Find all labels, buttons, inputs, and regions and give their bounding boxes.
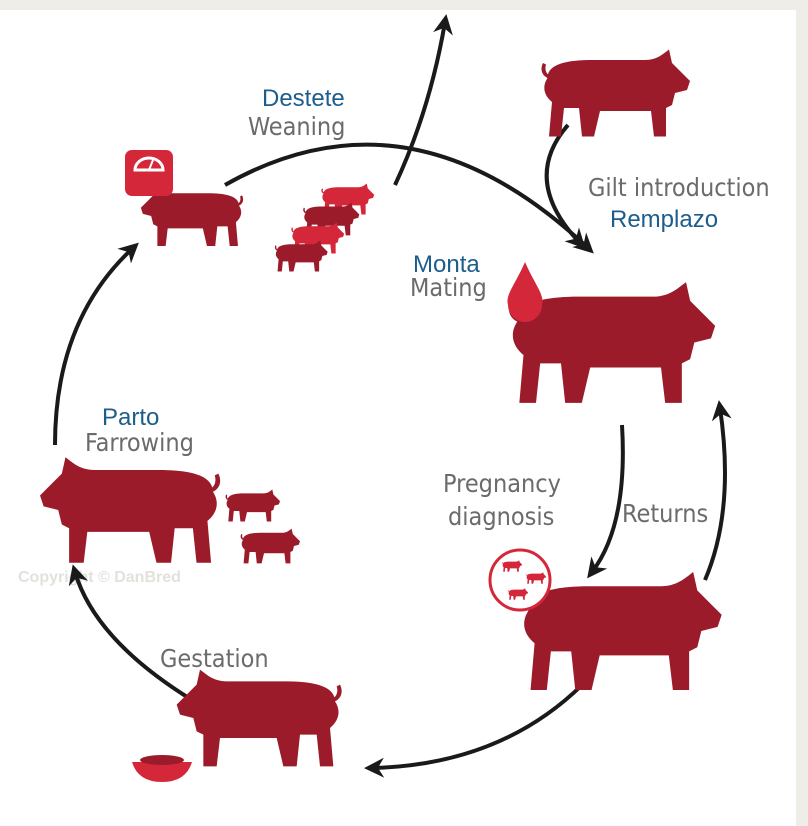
label-es: Monta xyxy=(413,251,480,278)
label-es: Parto xyxy=(102,404,159,431)
label-es: Destete xyxy=(262,85,345,112)
label: Weaning xyxy=(248,112,345,141)
label: Farrowing xyxy=(85,428,194,457)
label: diagnosis xyxy=(448,502,554,531)
feed-bowl xyxy=(132,755,192,782)
label: Gestation xyxy=(160,644,269,673)
watermark: Copyright © DanBred xyxy=(18,569,181,586)
label-es: Remplazo xyxy=(610,206,718,233)
label: Returns xyxy=(622,499,708,528)
cycle-arrows xyxy=(53,14,732,778)
diagnosis-icon xyxy=(488,548,552,612)
label: Pregnancy xyxy=(443,469,561,498)
label: Gilt introduction xyxy=(588,173,770,202)
drop-icon xyxy=(507,262,543,322)
scale-icon xyxy=(125,150,173,196)
label: Mating xyxy=(410,273,487,302)
